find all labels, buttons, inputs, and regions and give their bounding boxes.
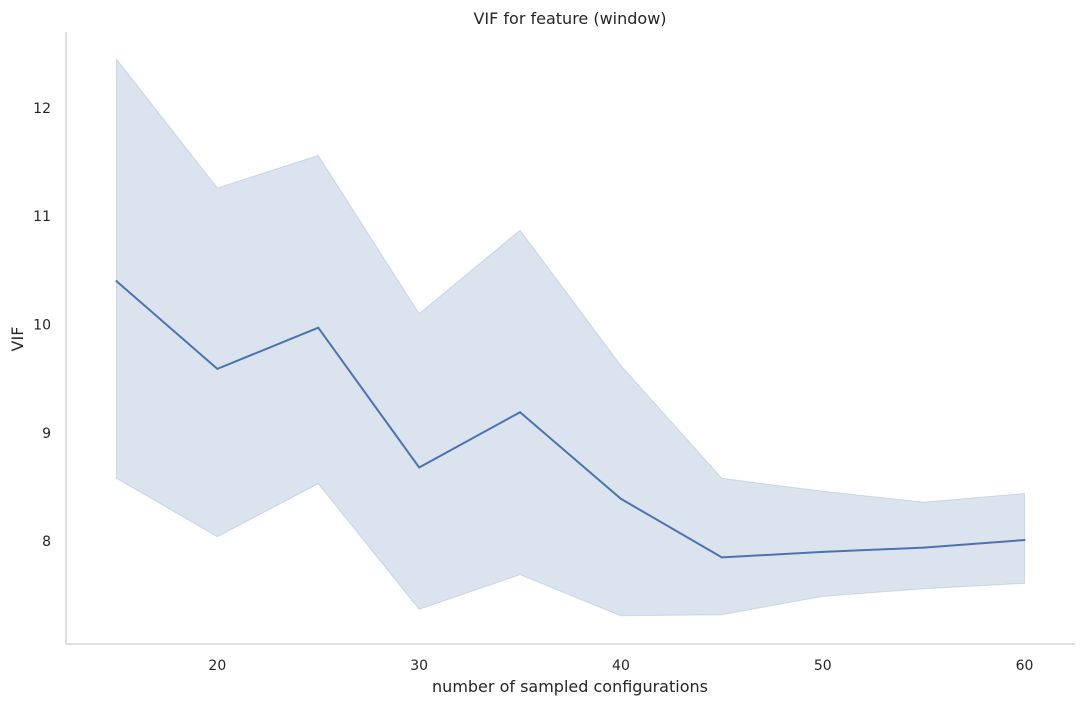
chart-title: VIF for feature (window) (473, 9, 666, 28)
x-tick-label: 30 (410, 658, 428, 674)
x-tick-labels: 20 30 40 50 60 (208, 658, 1033, 674)
y-tick-label: 8 (42, 534, 51, 550)
data-point (720, 556, 723, 559)
x-tick-label: 40 (612, 658, 630, 674)
data-point (216, 367, 219, 370)
y-axis-label: VIF (8, 327, 27, 352)
data-point (418, 466, 421, 469)
axes (65, 32, 1075, 645)
plot-area (115, 57, 1026, 617)
x-tick-label: 50 (814, 658, 832, 674)
data-point (922, 546, 925, 549)
data-point (519, 411, 522, 414)
data-point (115, 280, 118, 283)
x-tick-label: 60 (1016, 658, 1034, 674)
y-tick-label: 12 (33, 101, 51, 117)
data-point (1023, 539, 1026, 542)
y-tick-label: 9 (42, 426, 51, 442)
data-point (619, 497, 622, 500)
series-line (115, 280, 1025, 559)
data-point (821, 550, 824, 553)
data-point (317, 326, 320, 329)
x-axis-label: number of sampled configurations (432, 677, 708, 696)
y-tick-labels: 8 9 10 11 12 (33, 101, 51, 550)
y-tick-label: 11 (33, 209, 51, 225)
confidence-band (115, 57, 1026, 617)
y-tick-label: 10 (33, 317, 51, 333)
x-tick-label: 20 (208, 658, 226, 674)
